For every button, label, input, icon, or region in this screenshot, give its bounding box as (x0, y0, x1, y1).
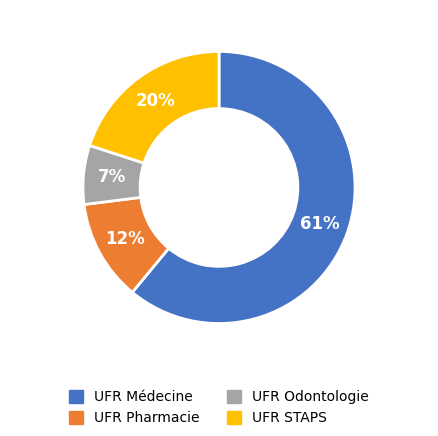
Wedge shape (132, 51, 355, 324)
Wedge shape (90, 51, 219, 163)
Wedge shape (83, 146, 144, 204)
Text: 7%: 7% (98, 168, 126, 186)
Legend: UFR Médecine, UFR Pharmacie, UFR Odontologie, UFR STAPS: UFR Médecine, UFR Pharmacie, UFR Odontol… (69, 391, 369, 426)
Text: 20%: 20% (136, 92, 176, 109)
Text: 12%: 12% (105, 230, 145, 248)
Wedge shape (84, 198, 169, 292)
Text: 61%: 61% (300, 215, 340, 233)
